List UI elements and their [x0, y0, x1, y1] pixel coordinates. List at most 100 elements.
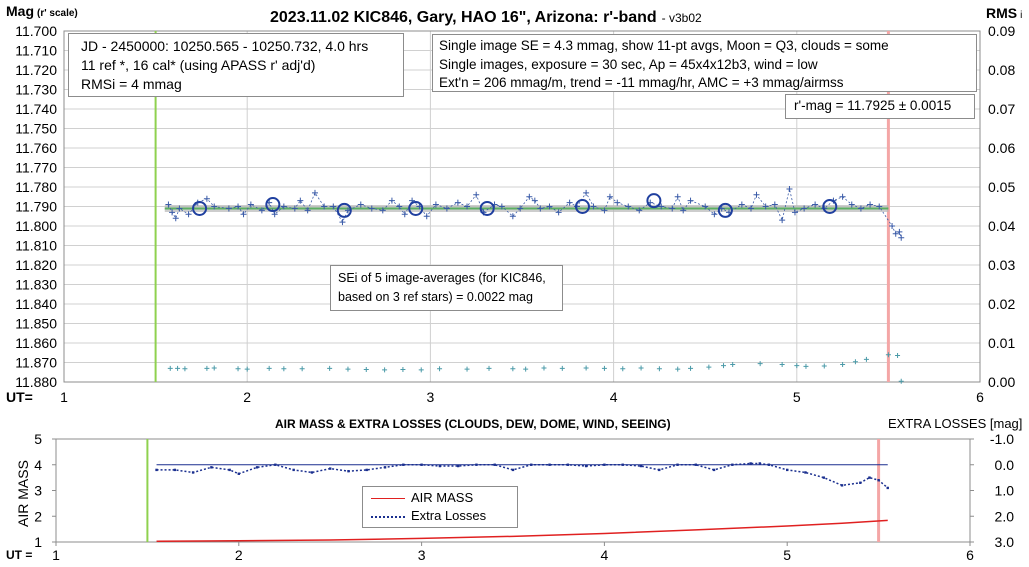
info-left-line-2: 11 ref *, 16 cal* (using APASS r' adj'd) — [81, 57, 316, 73]
avg-circle — [192, 200, 208, 216]
rms-point — [418, 367, 424, 373]
y-axis-label-sub: (r' scale) — [37, 8, 78, 19]
extra-losses-point — [210, 466, 213, 469]
extra-losses-point — [228, 468, 231, 472]
info-box-left: JD - 2450000: 10250.565 - 10250.732, 4.0… — [68, 33, 404, 97]
avg-circle — [265, 197, 281, 213]
mag-point — [889, 223, 896, 229]
mag-point — [753, 191, 760, 198]
x-tick-label: 5 — [793, 389, 801, 405]
extra-losses-point — [877, 479, 880, 482]
extra-losses-point — [191, 471, 195, 474]
mag-point — [297, 197, 304, 204]
avg-circle — [408, 200, 424, 216]
x-tick-label: 2 — [243, 389, 251, 405]
rms-point — [852, 359, 858, 365]
y2-tick-label: 0.08 — [988, 62, 1015, 78]
rms-point — [863, 356, 869, 362]
mag-point — [771, 201, 778, 208]
y2-axis-label-sub: i — [1020, 10, 1022, 21]
extra-losses-point — [868, 476, 871, 479]
info-right-line-2: Single images, exposure = 30 sec, Ap = 4… — [439, 56, 818, 72]
legend: AIR MASS Extra Losses — [362, 486, 518, 528]
y-tick-label: 11.820 — [15, 257, 57, 273]
mag-point — [401, 211, 408, 218]
rms-point — [182, 366, 188, 372]
rms-point — [821, 363, 827, 369]
legend-item-airmass: AIR MASS — [371, 489, 517, 507]
rms-point — [510, 366, 516, 372]
info-right-line-3: Ext'n = 206 mmag/m, trend = -11 mmag/hr,… — [439, 75, 844, 90]
y-tick-label: 11.830 — [15, 277, 57, 293]
y-axis-label: Mag (r' scale) — [6, 3, 78, 19]
y2-tick-label: 0.05 — [988, 179, 1015, 195]
mag-point — [892, 230, 899, 237]
y-tick-label: 11.730 — [15, 82, 57, 98]
y-tick-label: 11.850 — [15, 316, 57, 332]
mag-point — [531, 197, 538, 204]
mag-point — [280, 203, 287, 210]
y-tick-label: 11.840 — [15, 296, 57, 312]
rms-point — [204, 365, 210, 371]
mag-point — [555, 209, 562, 216]
mag-point — [601, 207, 608, 214]
y2-axis-label: RMS i — [986, 5, 1022, 21]
mag-point — [330, 203, 337, 210]
mag-point — [443, 205, 450, 212]
extra-losses-point — [255, 466, 259, 469]
rms-point — [885, 352, 891, 358]
rmag-box: r'-mag = 11.7925 ± 0.0015 — [785, 94, 975, 119]
y2-axis-label-main: RMS — [986, 5, 1017, 21]
lower-x-tick-label: 1 — [52, 547, 60, 563]
mag-point — [711, 211, 718, 218]
info-right-line-1: Single image SE = 4.3 mmag, show 11-pt a… — [439, 38, 889, 53]
y2-tick-label: 0.01 — [988, 335, 1015, 351]
rms-point — [281, 366, 287, 372]
mag-point — [566, 199, 573, 206]
mag-point — [898, 234, 905, 241]
mag-points-path — [168, 188, 902, 238]
extra-losses-point — [383, 466, 387, 469]
extra-losses-point — [840, 484, 844, 487]
info-left-line-1: JD - 2450000: 10250.565 - 10250.732, 4.0… — [81, 38, 369, 54]
mag-point — [291, 205, 298, 212]
mag-point — [271, 211, 278, 218]
sei-line-2: based on 3 ref stars) = 0.0022 mag — [338, 290, 533, 304]
mag-point — [321, 203, 328, 210]
mag-point — [669, 205, 676, 212]
rms-point — [266, 365, 272, 371]
rms-point — [840, 361, 846, 367]
top-frame — [63, 30, 981, 383]
y2-tick-label: 0.06 — [988, 140, 1015, 156]
y-tick-label: 11.780 — [15, 179, 57, 195]
extra-losses-point — [173, 468, 177, 472]
rms-point — [175, 365, 181, 371]
lower-y-tick-label: 1 — [34, 534, 42, 550]
rms-point — [656, 366, 662, 372]
mag-point — [779, 217, 786, 224]
mag-point — [687, 197, 694, 204]
mag-point — [368, 205, 375, 212]
mag-point — [498, 203, 505, 210]
extra-losses-point — [822, 476, 825, 479]
mag-point — [680, 207, 687, 214]
rms-point — [620, 366, 626, 372]
rms-point — [779, 361, 785, 367]
plot-frame — [63, 30, 981, 383]
lower-y2-tick-label: 2.0 — [995, 508, 1015, 524]
mag-point — [240, 211, 247, 218]
lower-y-tick-label: 5 — [34, 431, 42, 447]
extra-losses-point — [329, 467, 332, 470]
extra-losses-point — [420, 463, 423, 466]
rms-point — [583, 365, 589, 371]
mag-point — [388, 197, 395, 204]
rms-point — [400, 367, 406, 373]
info-left-line-3: RMSi = 4 mmag — [81, 76, 182, 92]
y-tick-label: 11.810 — [15, 238, 57, 254]
mag-point — [537, 205, 544, 212]
extra-losses-point — [621, 463, 624, 466]
chart-title: 2023.11.02 KIC846, Gary, HAO 16", Arizon… — [270, 9, 702, 26]
lower-x-tick-label: 4 — [601, 547, 609, 563]
avg-circle — [574, 199, 590, 214]
extra-losses-point — [786, 468, 789, 472]
